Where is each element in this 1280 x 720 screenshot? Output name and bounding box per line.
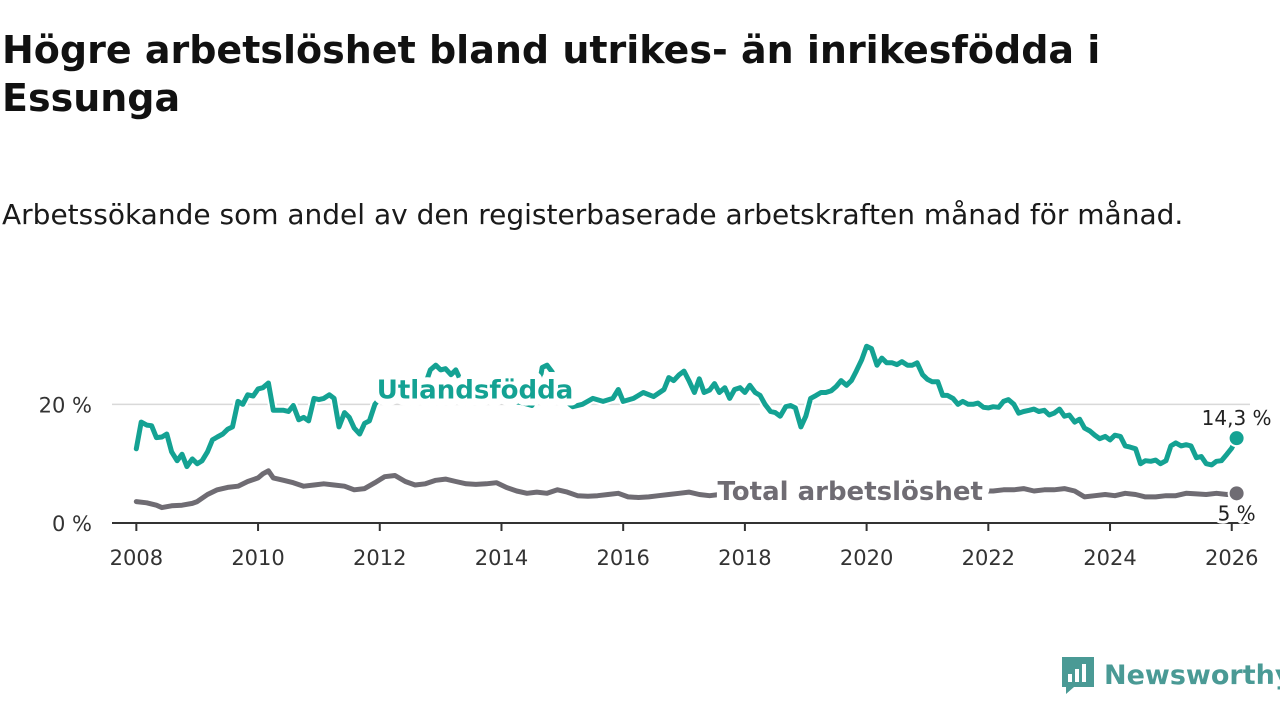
x-tick-label: 2010 (231, 546, 284, 570)
series-name-label: Utlandsfödda (377, 376, 574, 406)
series-line-1 (133, 468, 1240, 511)
end-value-halo: 14,3 % (1202, 406, 1272, 430)
series-end-dot (1227, 484, 1246, 503)
x-axis: 2008 2010 2012 2014 2016 2018 2020 2022 2024 2026 (110, 522, 1258, 570)
newsworthy-logo: Newsworthy (1060, 655, 1280, 695)
series-lines (131, 341, 1242, 513)
series-name-halo: Total arbetslöshet (718, 477, 983, 507)
x-tick-label: 2020 (840, 546, 893, 570)
series-end-dot (1227, 429, 1246, 448)
x-tick-label: 2008 (110, 546, 163, 570)
newsworthy-logo-icon (1062, 657, 1094, 694)
end-value-label: 5 % (1218, 501, 1256, 525)
y-tick-label: 0 % (52, 512, 92, 536)
gridlines: 0 % 20 % (39, 393, 1250, 536)
x-tick-label: 2016 (596, 546, 649, 570)
x-tick-label: 2026 (1205, 546, 1258, 570)
newsworthy-logo-text: Newsworthy (1104, 659, 1280, 691)
series-name-halo: Utlandsfödda (377, 376, 574, 406)
end-value-label: 14,3 % (1202, 406, 1272, 430)
series-halo (131, 341, 1242, 472)
x-tick-label: 2012 (353, 546, 406, 570)
end-value-halo: 5 % (1218, 501, 1256, 525)
series-name-label: Total arbetslöshet (718, 477, 983, 507)
x-tick-label: 2024 (1083, 546, 1136, 570)
x-tick-label: 2018 (718, 546, 771, 570)
series-line-0 (133, 343, 1240, 470)
y-tick-label: 20 % (39, 393, 92, 417)
chart-subtitle: Arbetssökande som andel av den registerb… (2, 198, 1184, 231)
chart-title: Högre arbetslöshet bland utrikes- än inr… (2, 28, 1101, 120)
x-tick-label: 2014 (475, 546, 528, 570)
x-tick-label: 2022 (962, 546, 1015, 570)
